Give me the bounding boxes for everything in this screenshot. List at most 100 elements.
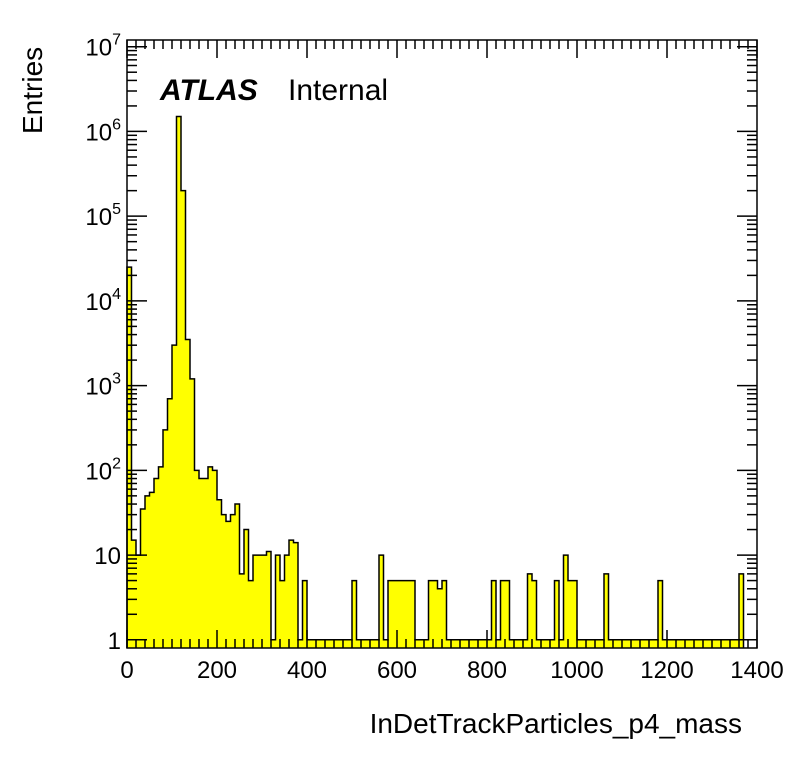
histogram-bar — [185, 339, 190, 648]
histogram-bar — [721, 639, 726, 648]
histogram-bar — [595, 639, 600, 648]
x-tick-label: 800 — [467, 657, 507, 684]
x-tick-label: 1200 — [640, 657, 693, 684]
histogram-bar — [613, 639, 618, 648]
histogram-bar — [284, 555, 289, 648]
histogram-bar — [658, 580, 663, 648]
histogram-bar — [509, 639, 514, 648]
histogram-bar — [577, 639, 582, 648]
histogram-bar — [266, 551, 271, 648]
histogram-bar — [392, 580, 397, 648]
histogram-bar — [617, 639, 622, 648]
histogram-bar — [473, 639, 478, 648]
histogram-bar — [131, 540, 136, 648]
x-tick-label: 1000 — [550, 657, 603, 684]
histogram-bar — [154, 478, 159, 648]
x-tick-label: 600 — [377, 657, 417, 684]
histogram-bar — [487, 639, 492, 648]
histogram-bar — [433, 580, 438, 648]
x-axis-title: InDetTrackParticles_p4_mass — [370, 708, 742, 739]
histogram-bar — [365, 639, 370, 648]
histogram-bars — [126, 115, 745, 648]
histogram-bar — [145, 495, 150, 648]
histogram-bar — [716, 639, 721, 648]
x-tick-label: 200 — [197, 657, 237, 684]
y-tick-labels: 1 10 102 103 104 105 106 107 — [85, 32, 121, 655]
histogram-bar — [167, 398, 172, 648]
histogram-bar — [361, 639, 366, 648]
y-tick-label: 102 — [85, 455, 121, 485]
histogram-bar — [244, 529, 249, 648]
histogram-bar — [329, 639, 334, 648]
histogram-bar — [163, 429, 168, 648]
histogram-bar — [271, 639, 276, 648]
histogram-bar — [415, 639, 420, 648]
histogram-bar — [347, 639, 352, 648]
histogram-bar — [505, 580, 510, 648]
histogram-bar — [424, 639, 429, 648]
histogram-bar — [707, 639, 712, 648]
histogram-bar — [518, 639, 523, 648]
histogram-bar — [671, 639, 676, 648]
histogram-bar — [451, 639, 456, 648]
histogram-bar — [248, 580, 253, 648]
histogram-bar — [559, 639, 564, 648]
histogram-bar — [338, 639, 343, 648]
histogram-bar — [460, 639, 465, 648]
histogram-bar — [334, 639, 339, 648]
histogram-bar — [730, 639, 735, 648]
histogram-bar — [383, 639, 388, 648]
histogram-bar — [208, 466, 213, 648]
histogram-bar — [194, 470, 199, 648]
histogram-bar — [694, 639, 699, 648]
histogram-bar — [568, 580, 573, 648]
histogram-bar — [640, 639, 645, 648]
histogram-bar — [307, 639, 312, 648]
histogram-bar — [491, 580, 496, 648]
histogram-bar — [158, 466, 163, 648]
histogram-bar — [235, 504, 240, 648]
histogram-bar — [482, 639, 487, 648]
histogram-bar — [239, 573, 244, 648]
histogram-bar — [379, 555, 384, 648]
histogram-bar — [176, 116, 181, 648]
histogram-bar — [190, 378, 195, 648]
histogram-bar — [275, 555, 280, 648]
histogram-bar — [343, 639, 348, 648]
histogram-bar — [545, 639, 550, 648]
histogram-bar — [226, 521, 231, 648]
histogram-bar — [221, 514, 226, 648]
histogram-bar — [599, 639, 604, 648]
histogram-bar — [149, 492, 154, 648]
histogram-bar — [464, 639, 469, 648]
histogram-bar — [136, 555, 141, 648]
histogram-bar — [140, 508, 145, 648]
histogram-bar — [289, 540, 294, 648]
histogram-bar — [311, 639, 316, 648]
histogram-bar — [635, 639, 640, 648]
histogram-bar — [302, 580, 307, 648]
y-tick-label: 1 — [108, 628, 121, 655]
histogram-bar — [370, 639, 375, 648]
histogram-bar — [739, 573, 744, 648]
histogram-bar — [401, 580, 406, 648]
histogram-bar — [572, 580, 577, 648]
histogram-bar — [698, 639, 703, 648]
histogram-bar — [563, 555, 568, 648]
histogram-bar — [428, 580, 433, 648]
histogram-bar — [455, 639, 460, 648]
x-tick-label: 0 — [120, 657, 133, 684]
histogram-bar — [217, 499, 222, 648]
histogram-bar — [712, 639, 717, 648]
histogram-bar — [469, 639, 474, 648]
histogram-bar — [685, 639, 690, 648]
histogram-bar — [181, 190, 186, 648]
y-tick-label: 106 — [85, 116, 121, 146]
histogram-bar — [406, 580, 411, 648]
histogram-outline — [126, 115, 745, 648]
histogram-bar — [586, 639, 591, 648]
histogram-bar — [500, 580, 505, 648]
histogram-bar — [293, 542, 298, 648]
y-tick-label: 104 — [85, 286, 121, 316]
